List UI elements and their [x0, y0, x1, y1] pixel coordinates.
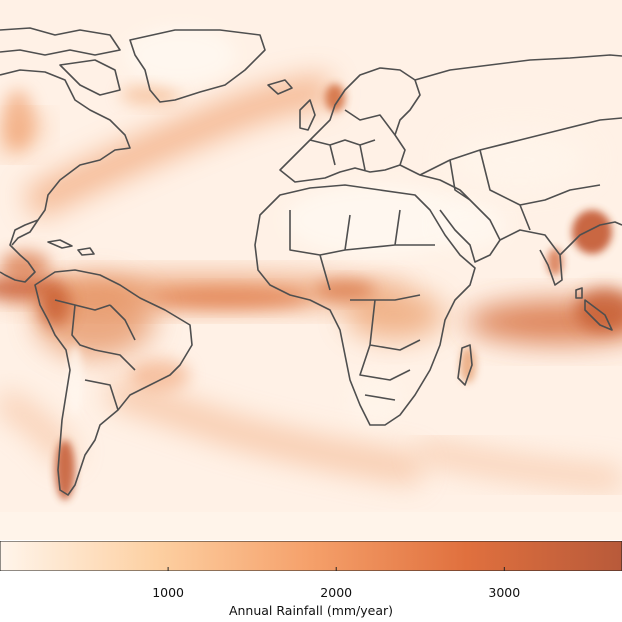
- arabia-dry: [435, 203, 505, 247]
- uk-outline: [299, 99, 316, 131]
- antarctica-strip: [0, 512, 622, 540]
- norway-coast-rain: [325, 84, 345, 112]
- south-indian-band: [417, 439, 622, 491]
- sahara-dry: [285, 185, 475, 255]
- brazil-coast-rain: [130, 359, 190, 391]
- iceland-outline: [267, 79, 293, 95]
- country-outlines: [0, 27, 622, 496]
- dry-regions: [67, 27, 590, 425]
- madagascar-rain: [460, 347, 476, 383]
- colorbar-gradient: [0, 541, 622, 571]
- south-greenland-rain: [120, 85, 180, 105]
- africa-outline: [254, 184, 476, 426]
- greenland-dry: [125, 27, 235, 83]
- south-america-outline: [34, 269, 193, 496]
- asia-outline: [399, 54, 622, 286]
- southwest-africa-dry: [350, 375, 400, 425]
- cuba-outline: [47, 239, 73, 249]
- gulf-of-guinea-rain: [315, 280, 375, 300]
- central-america-rain: [0, 251, 50, 279]
- colorbar-tick-label: 3000: [488, 585, 521, 600]
- rainfall-map: [0, 0, 622, 540]
- congo-rain: [345, 290, 445, 340]
- europe-borders: [309, 109, 396, 171]
- europe-outline: [279, 67, 421, 183]
- colorbar: [0, 541, 622, 571]
- bengal-rain: [572, 210, 612, 254]
- greenland-outline: [129, 29, 266, 103]
- central-asia-dry: [450, 132, 590, 188]
- north-america-outline: [0, 69, 131, 283]
- colorbar-label: Annual Rainfall (mm/year): [228, 603, 394, 618]
- pacific-nw-rain: [2, 90, 34, 150]
- gulf-coast-outline: [11, 219, 39, 246]
- colorbar-tick-label: 2000: [320, 585, 353, 600]
- madagascar-outline: [457, 344, 473, 386]
- south-atlantic-band: [105, 375, 423, 485]
- sri-lanka-outline: [575, 287, 583, 299]
- itcz-atlantic-band: [150, 288, 310, 308]
- asia-borders: [419, 117, 622, 231]
- north-atlantic-storm-track: [22, 74, 332, 220]
- colorbar-ticks: [167, 567, 505, 571]
- andes-rain: [39, 283, 71, 327]
- hispaniola-outline: [77, 247, 95, 256]
- colorbar-tick-label: 1000: [152, 585, 184, 600]
- atacama-dry: [67, 345, 83, 415]
- sumatra-outline: [584, 299, 613, 331]
- africa-borders: [289, 209, 435, 401]
- sa-borders: [54, 299, 136, 411]
- baffin-outline: [59, 59, 121, 96]
- arctic-islands-outline: [0, 27, 121, 56]
